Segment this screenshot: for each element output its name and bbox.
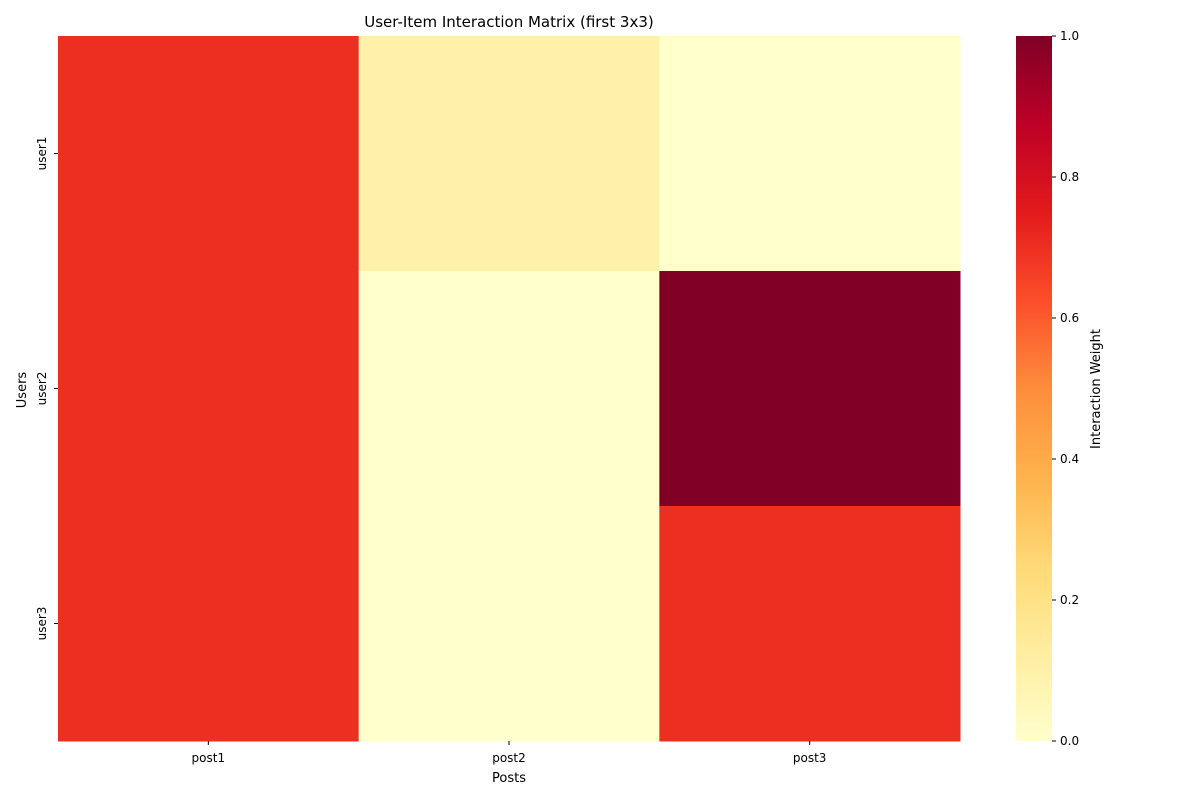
colorbar-tick-label: 1.0 — [1060, 29, 1079, 43]
colorbar-ticks: 0.0 0.2 0.4 0.6 0.8 1.0 — [1052, 29, 1079, 748]
heatmap-cell-user2-post1 — [58, 271, 360, 507]
y-tick-label: user3 — [35, 607, 49, 641]
x-tick-label: post1 — [192, 751, 226, 765]
y-axis-ticks: user1 user2 user3 — [35, 137, 58, 641]
x-tick-label: post2 — [492, 751, 526, 765]
y-tick-label: user2 — [35, 372, 49, 406]
x-tick-label: post3 — [793, 751, 827, 765]
heatmap-cell-user2-post3 — [659, 271, 961, 507]
colorbar-label: Interaction Weight — [1089, 329, 1104, 449]
colorbar — [1016, 36, 1052, 741]
colorbar-tick-label: 0.0 — [1060, 734, 1079, 748]
heatmap-cell-user3-post1 — [58, 506, 360, 742]
y-axis-label: Users — [15, 372, 30, 409]
colorbar-tick-label: 0.8 — [1060, 170, 1079, 184]
colorbar-tick-label: 0.2 — [1060, 593, 1079, 607]
heatmap-cell-user1-post3 — [659, 36, 961, 272]
y-tick-label: user1 — [35, 137, 49, 171]
heatmap-cell-user1-post2 — [358, 36, 660, 272]
colorbar-tick-label: 0.4 — [1060, 452, 1079, 466]
heatmap-cell-user2-post2 — [358, 271, 660, 507]
heatmap-cell-user3-post3 — [659, 506, 961, 742]
x-axis-ticks: post1 post2 post3 — [192, 741, 827, 765]
heatmap-cell-user1-post1 — [58, 36, 360, 272]
x-axis-label: Posts — [492, 771, 526, 786]
colorbar-tick-label: 0.6 — [1060, 311, 1079, 325]
heatmap-cells — [58, 36, 961, 742]
chart-title: User-Item Interaction Matrix (first 3x3) — [364, 13, 653, 31]
heatmap-cell-user3-post2 — [358, 506, 660, 742]
